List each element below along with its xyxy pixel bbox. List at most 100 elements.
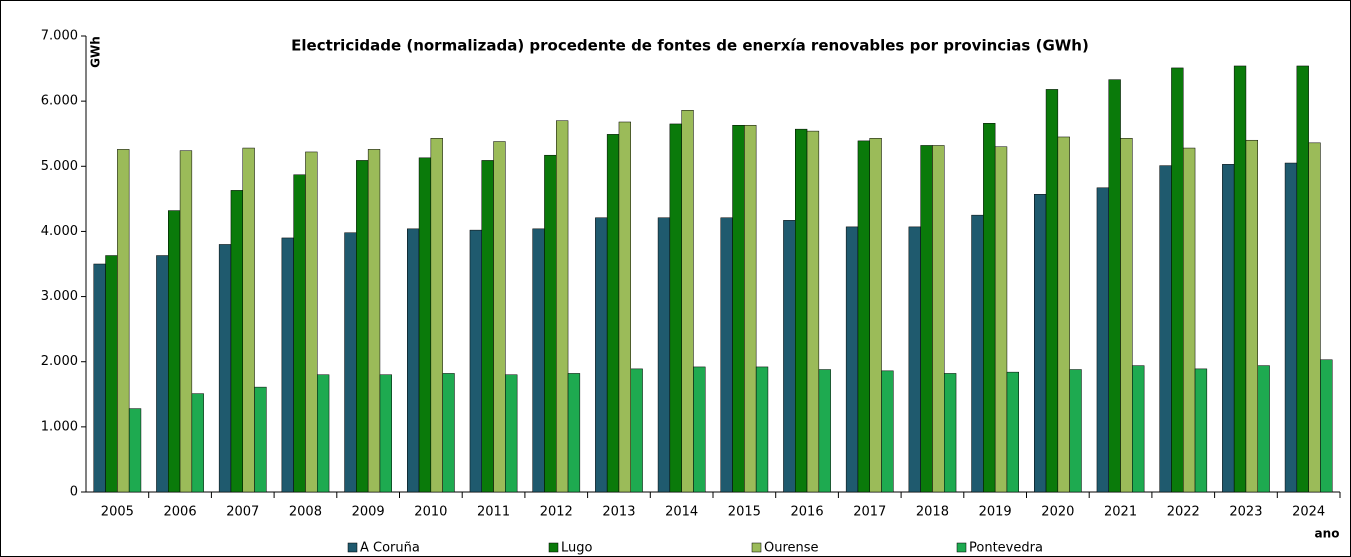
bar <box>442 373 455 493</box>
bar <box>481 160 494 493</box>
x-tick-label: 2021 <box>1104 505 1137 520</box>
bar <box>1045 89 1059 493</box>
bar <box>818 369 831 493</box>
bar <box>845 226 859 493</box>
y-axis-label: GWh <box>89 36 103 68</box>
y-tick-label: 5.000 <box>41 159 78 174</box>
bar <box>356 160 369 493</box>
bar <box>1296 65 1309 493</box>
bar <box>1233 65 1247 493</box>
bar <box>806 130 820 493</box>
x-tick-label: 2013 <box>602 505 635 520</box>
bar <box>430 138 443 493</box>
bar <box>720 217 733 493</box>
bar <box>242 147 255 493</box>
legend-swatch <box>548 542 559 553</box>
x-tick-label: 2016 <box>791 505 824 520</box>
bar <box>1320 359 1333 493</box>
bar <box>1245 139 1258 493</box>
bar <box>595 217 608 493</box>
x-tick-label: 2019 <box>979 505 1012 520</box>
bar <box>367 149 381 493</box>
x-tick-label: 2012 <box>540 505 573 520</box>
bar <box>117 149 130 493</box>
chart-title: Electricidade (normalizada) procedente d… <box>291 37 1089 55</box>
x-tick-label: 2008 <box>289 505 322 520</box>
y-tick-label: 7.000 <box>41 29 78 44</box>
bar <box>493 141 506 493</box>
bar <box>1159 165 1172 493</box>
x-tick-label: 2017 <box>853 505 886 520</box>
bar <box>881 370 894 493</box>
bar <box>254 386 267 493</box>
x-tick-label: 2020 <box>1041 505 1074 520</box>
bar <box>1006 371 1020 493</box>
bar <box>732 124 745 493</box>
bar <box>908 226 921 493</box>
x-tick-label: 2023 <box>1229 505 1262 520</box>
bar <box>191 393 204 493</box>
bar <box>1069 369 1082 493</box>
y-tick-label: 4.000 <box>41 224 78 239</box>
y-tick-label: 1.000 <box>41 419 78 434</box>
bar <box>418 157 432 493</box>
x-tick-label: 2014 <box>665 505 698 520</box>
y-tick-label: 2.000 <box>41 354 78 369</box>
bar <box>669 123 682 493</box>
x-tick-label: 2010 <box>414 505 447 520</box>
bar <box>379 374 393 493</box>
x-axis-label: ano <box>1315 527 1340 541</box>
bar <box>932 145 945 493</box>
x-tick-label: 2005 <box>101 505 134 520</box>
bar <box>179 150 193 493</box>
bar <box>971 214 984 493</box>
legend-label: Ourense <box>764 541 819 556</box>
bar <box>317 374 330 493</box>
bar <box>1108 79 1121 493</box>
bar <box>693 366 706 493</box>
bar <box>857 140 871 493</box>
bar <box>218 244 232 493</box>
legend-label: A Coruña <box>360 541 420 556</box>
bar <box>1132 365 1145 493</box>
bar <box>944 373 957 493</box>
bar <box>1183 147 1196 493</box>
bar <box>469 229 483 493</box>
bar <box>1257 365 1270 493</box>
x-tick-label: 2011 <box>477 505 510 520</box>
bar <box>230 190 243 493</box>
bar <box>1194 368 1208 493</box>
bar <box>407 228 420 493</box>
bar <box>783 220 796 493</box>
x-tick-label: 2022 <box>1167 505 1200 520</box>
bar <box>1096 187 1109 493</box>
bar <box>744 124 757 493</box>
legend-label: Lugo <box>561 541 593 556</box>
legend-swatch <box>751 542 762 553</box>
x-tick-label: 2018 <box>916 505 949 520</box>
bar <box>532 228 545 493</box>
bar <box>544 154 557 493</box>
bar <box>1120 138 1133 493</box>
x-tick-label: 2006 <box>164 505 197 520</box>
bar <box>1284 162 1298 493</box>
bar <box>994 146 1008 493</box>
legend-swatch <box>956 542 967 553</box>
bar <box>305 151 318 493</box>
bar <box>1034 194 1047 493</box>
bar <box>795 128 808 493</box>
legend-label: Pontevedra <box>969 541 1043 556</box>
bar <box>630 368 643 493</box>
bar <box>505 374 518 493</box>
bar <box>344 232 357 493</box>
legend-swatch <box>347 542 358 553</box>
y-tick-label: 0 <box>70 485 78 500</box>
bar <box>657 217 671 493</box>
y-tick-label: 6.000 <box>41 94 78 109</box>
bar <box>105 255 118 493</box>
bar <box>920 145 933 493</box>
bar <box>983 123 996 493</box>
bar <box>606 134 620 493</box>
bar <box>567 373 581 493</box>
